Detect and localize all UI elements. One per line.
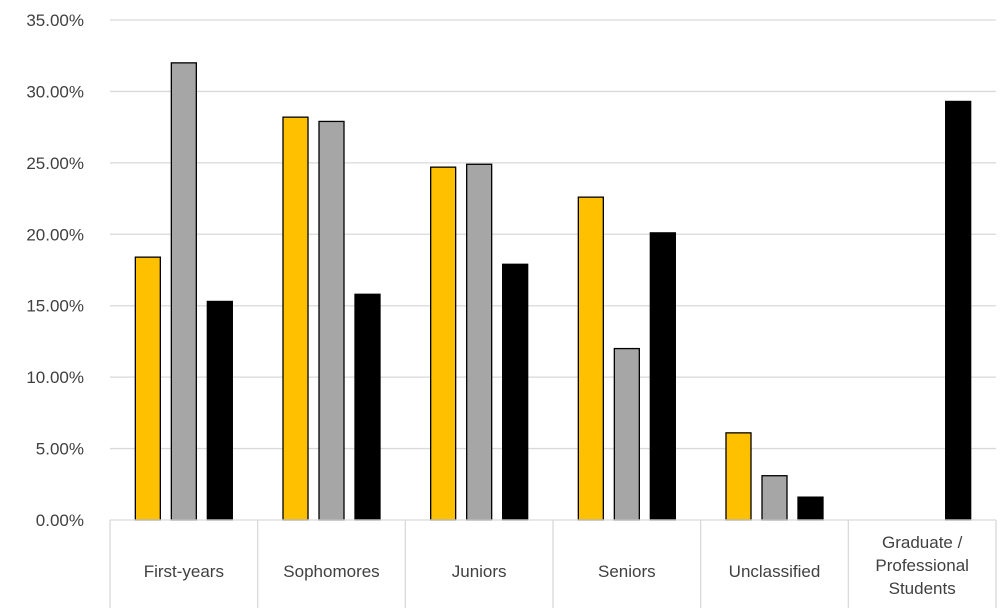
bar [282, 116, 309, 521]
bar [206, 300, 233, 521]
x-category-label: Seniors [598, 562, 656, 581]
bar [725, 432, 752, 521]
x-category-label-line: Unclassified [729, 562, 821, 581]
x-category-label-line: Juniors [452, 562, 507, 581]
y-tick-label: 10.00% [26, 368, 84, 387]
x-category-label-line: Graduate / [882, 533, 963, 552]
bar [430, 166, 457, 521]
y-tick-label: 0.00% [36, 511, 84, 530]
bar [318, 120, 345, 521]
bar [797, 496, 824, 521]
x-category-label-line: Sophomores [283, 562, 379, 581]
bar [134, 256, 161, 521]
y-tick-label: 15.00% [26, 297, 84, 316]
y-axis: 0.00% 5.00% 10.00% 15.00% 20.00% 25.00% 30.00%… [26, 11, 84, 530]
x-category-label-line: Students [889, 579, 956, 598]
x-category-label-line: Professional [875, 556, 969, 575]
gridlines [110, 19, 996, 450]
x-category-label-line: First-years [144, 562, 224, 581]
bar [613, 347, 640, 521]
x-category-label: Graduate / Professional Students [875, 533, 969, 598]
bar [761, 475, 788, 521]
x-category-label: Unclassified [729, 562, 821, 581]
y-tick-label: 30.00% [26, 82, 84, 101]
x-category-label: First-years [144, 562, 224, 581]
x-category-label: Sophomores [283, 562, 379, 581]
bar [502, 263, 529, 521]
y-tick-label: 35.00% [26, 11, 84, 30]
y-tick-label: 20.00% [26, 225, 84, 244]
y-tick-label: 5.00% [36, 440, 84, 459]
x-category-label: Juniors [452, 562, 507, 581]
bar [466, 163, 493, 521]
x-axis: First-years Sophomores Juniors Seniors Uncla… [109, 519, 997, 608]
bar [649, 232, 676, 521]
bar [170, 62, 197, 521]
x-category-label-line: Seniors [598, 562, 656, 581]
bar [577, 196, 604, 521]
bars [134, 62, 972, 521]
bar [354, 293, 381, 521]
bar [945, 100, 972, 521]
y-tick-label: 25.00% [26, 154, 84, 173]
